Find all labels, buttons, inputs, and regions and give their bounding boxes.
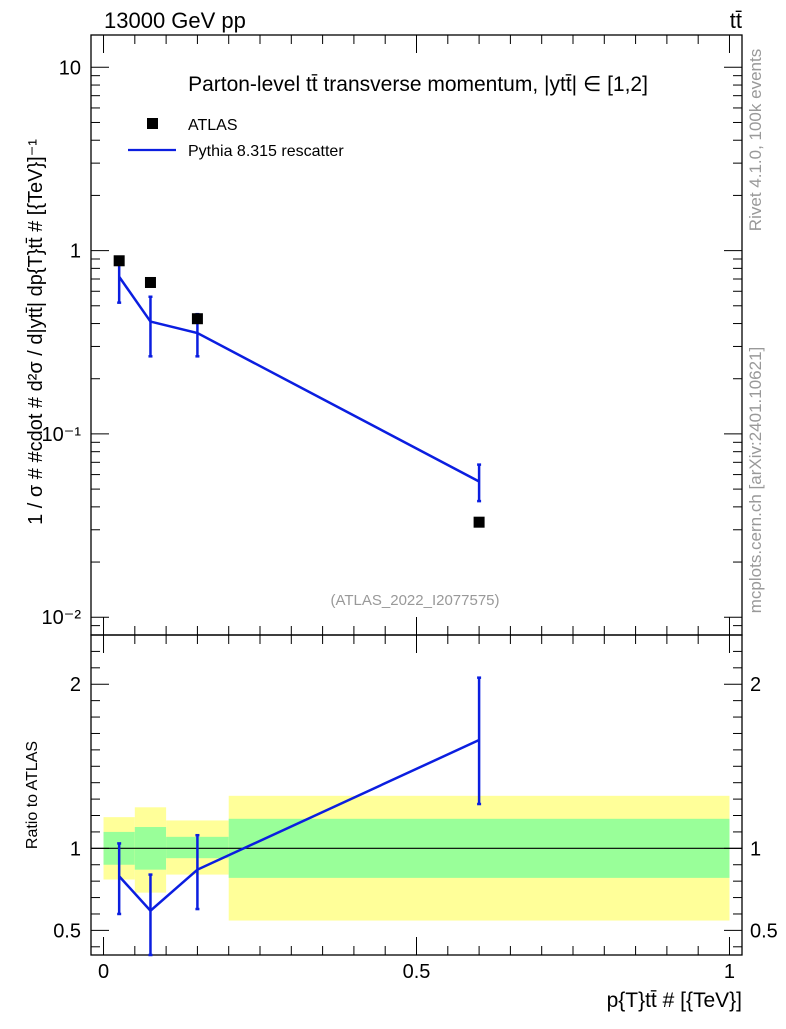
x-axis-label: p{T}tt̄ # [{TeV}] [607,989,742,1012]
ratio-y-tick-label-right-0: 2 [750,674,761,696]
main-y-tick-label-1: 1 [70,241,81,263]
main-y-tick-label-2: 10⁻¹ [42,424,82,446]
header-left-label: 13000 GeV pp [104,8,246,33]
mcplots-side-label: mcplots.cern.ch [arXiv:2401.10621] [746,347,765,613]
legend-atlas-label: ATLAS [188,117,238,134]
x-tick-label-0: 0 [98,961,109,983]
ratio-plot-y-axis-label: Ratio to ATLAS [24,741,41,849]
main-plot-watermark: (ATLAS_2022_I2077575) [330,592,499,609]
ratio-y-tick-label-left-1: 1 [70,838,81,860]
main-y-tick-label-3: 10⁻² [42,607,82,629]
header-right-label: tt̄ [730,8,742,33]
legend-pythia-label: Pythia 8.315 rescatter [188,143,344,160]
atlas-data-point-2 [191,313,203,325]
atlas-data-point-3 [473,516,485,528]
main-plot-y-axis-label: 1 / σ # #cdot # d²σ / d|ytt̄| dp{T}tt̄ #… [25,139,47,525]
main-plot-title: Parton-level tt̄ transverse momentum, |y… [188,73,648,96]
ratio-y-tick-label-right-1: 1 [750,838,761,860]
rivet-side-label: Rivet 4.1.0, 100k events [746,49,765,231]
ratio-y-tick-label-left-0: 2 [70,674,81,696]
ratio-y-tick-label-right-2: 0.5 [750,920,778,942]
legend-atlas-marker [147,118,158,129]
pythia-series-line [118,276,480,483]
x-tick-label-2: 1 [724,961,735,983]
ratio-pythia-series-line [118,738,480,913]
ratio-plot: 0 0.5 1 2 2 1 1 0.5 0.5 [53,634,778,983]
atlas-data-point-0 [113,255,125,267]
atlas-data-point-1 [144,276,156,288]
x-tick-label-1: 0.5 [403,961,431,983]
ratio-y-tick-label-left-2: 0.5 [53,920,81,942]
main-y-tick-label-0: 10 [59,57,81,79]
